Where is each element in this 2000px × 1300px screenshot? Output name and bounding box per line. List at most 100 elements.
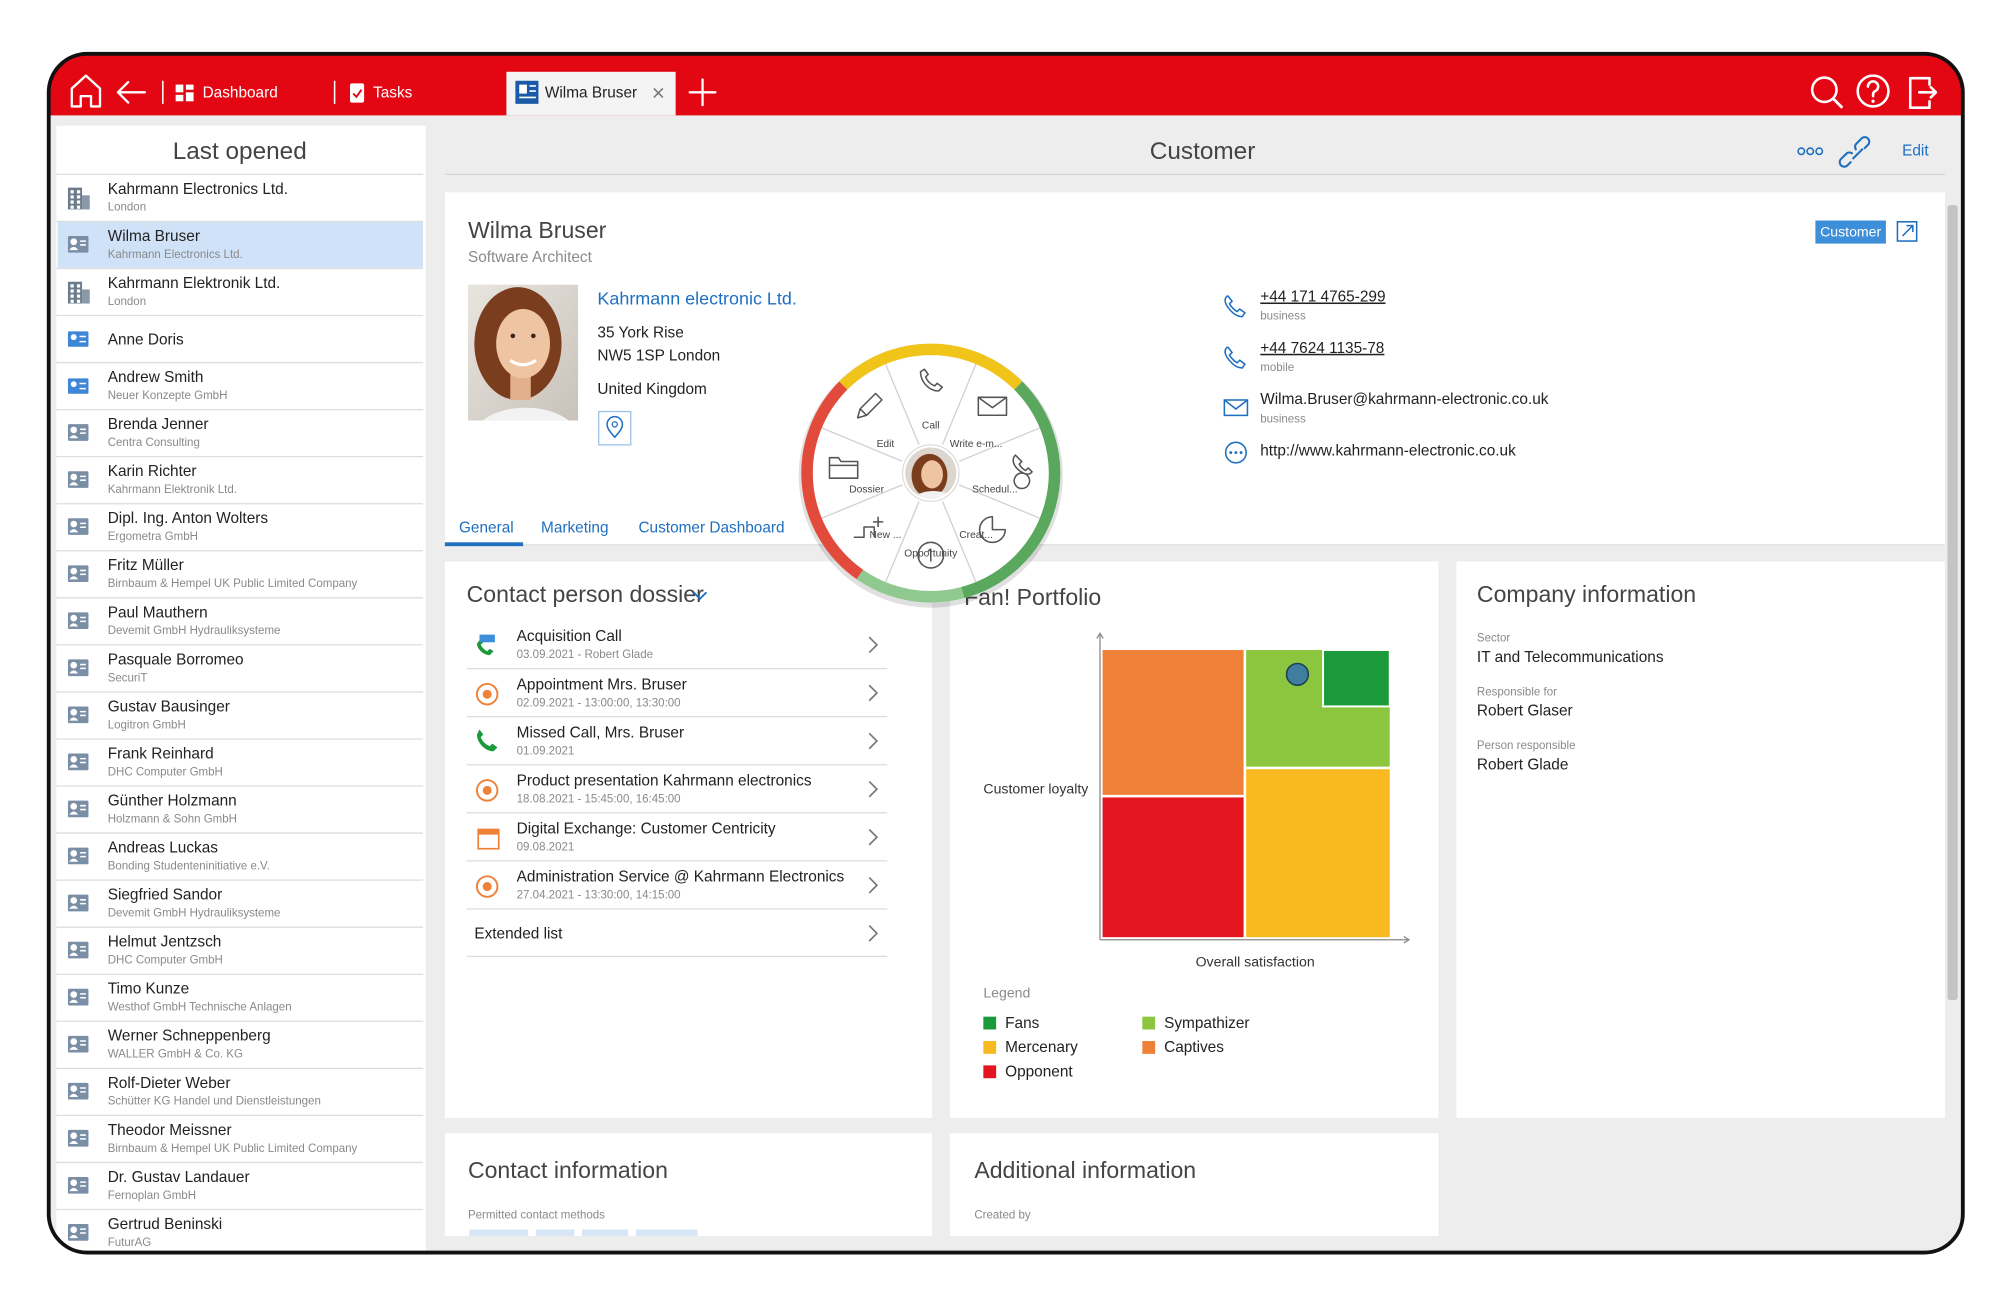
contact-value[interactable]: http://www.kahrmann-electronic.co.uk: [1260, 442, 1516, 459]
recent-item[interactable]: Andreas Luckas Bonding Studenteninitiativ…: [67, 840, 270, 873]
recent-item[interactable]: Pasquale Borromeo SecuriT: [67, 651, 244, 684]
recent-item[interactable]: Fritz Müller Birnbaum & Hempel UK Public …: [67, 557, 358, 590]
company-link[interactable]: Kahrmann electronic Ltd.: [597, 289, 796, 309]
search-button[interactable]: [1810, 76, 1844, 109]
recent-item[interactable]: Wilma Bruser Kahrmann Electronics Ltd.: [57, 222, 424, 268]
menu-action[interactable]: Edit: [856, 392, 895, 450]
recent-item[interactable]: Dr. Gustav Landauer Fernoplan GmbH: [67, 1169, 250, 1202]
link-button[interactable]: [1838, 136, 1871, 168]
active-tab[interactable]: Wilma Bruser: [506, 71, 676, 116]
item-subtitle[interactable]: Westhof GmbH Technische Anlagen: [108, 1002, 292, 1014]
dossier-item[interactable]: Appointment Mrs. Bruser 02.09.2021 - 13:0…: [475, 676, 879, 709]
logout-button[interactable]: [1908, 76, 1938, 109]
recent-item[interactable]: Siegfried Sandor Devemit GmbH Hydrauliksy…: [67, 887, 281, 920]
item-name[interactable]: Dr. Gustav Landauer: [108, 1169, 250, 1186]
contact-row[interactable]: Wilma.Bruser@kahrmann-electronic.co.uk bu…: [1223, 391, 1549, 425]
dossier-item[interactable]: Digital Exchange: Customer Centricity 09.…: [477, 821, 879, 854]
item-subtitle[interactable]: Birnbaum & Hempel UK Public Limited Comp…: [108, 578, 358, 590]
item-name[interactable]: Andrew Smith: [108, 369, 204, 386]
contact-row[interactable]: +44 7624 1135-78 mobile: [1224, 340, 1384, 374]
item-subtitle[interactable]: Schütter KG Handel und Dienstleistungen: [108, 1096, 321, 1108]
edit-button[interactable]: Edit: [1902, 142, 1929, 159]
recent-item[interactable]: Timo Kunze Westhof GmbH Technische Anlage…: [67, 981, 292, 1014]
menu-label[interactable]: Opportunity: [904, 549, 958, 560]
item-name[interactable]: Andreas Luckas: [108, 840, 219, 857]
item-subtitle[interactable]: Centra Consulting: [108, 437, 200, 449]
dossier-item[interactable]: Product presentation Kahrmann electronic…: [475, 772, 879, 805]
home-button[interactable]: [70, 74, 102, 108]
open-external-button[interactable]: [1896, 221, 1918, 242]
dossier-item-title[interactable]: Appointment Mrs. Bruser: [517, 676, 687, 693]
extended-list-link[interactable]: Extended list: [474, 926, 563, 943]
item-name[interactable]: Anne Doris: [108, 331, 184, 348]
menu-action[interactable]: New ...: [853, 516, 902, 541]
dossier-item-title[interactable]: Acquisition Call: [517, 628, 622, 645]
item-name[interactable]: Timo Kunze: [108, 981, 189, 998]
item-name[interactable]: Brenda Jenner: [108, 416, 209, 433]
item-name[interactable]: Wilma Bruser: [108, 228, 200, 245]
item-subtitle[interactable]: WALLER GmbH & Co. KG: [108, 1049, 243, 1061]
item-subtitle[interactable]: Neuer Konzepte GmbH: [108, 390, 228, 402]
dossier-item[interactable]: Missed Call, Mrs. Bruser 01.09.2021: [476, 724, 879, 757]
dossier-item-title[interactable]: Digital Exchange: Customer Centricity: [517, 821, 776, 838]
recent-item[interactable]: Frank Reinhard DHC Computer GmbH: [67, 745, 223, 778]
section-tab[interactable]: General: [459, 519, 514, 536]
item-name[interactable]: Karin Richter: [108, 463, 197, 480]
item-subtitle[interactable]: Devemit GmbH Hydrauliksysteme: [108, 625, 281, 637]
item-name[interactable]: Pasquale Borromeo: [108, 651, 244, 668]
item-subtitle[interactable]: Ergometra GmbH: [108, 531, 198, 543]
recent-item[interactable]: Gustav Bausinger Logitron GmbH: [67, 698, 230, 731]
recent-item[interactable]: Kahrmann Elektronik Ltd. London: [67, 275, 281, 308]
more-button[interactable]: [1797, 147, 1824, 156]
item-subtitle[interactable]: London: [108, 202, 146, 214]
dossier-item[interactable]: Administration Service @ Kahrmann Electr…: [475, 869, 879, 902]
contact-row[interactable]: http://www.kahrmann-electronic.co.uk: [1224, 441, 1516, 464]
item-name[interactable]: Helmut Jentzsch: [108, 934, 222, 951]
dossier-item[interactable]: Acquisition Call 03.09.2021 - Robert Glad…: [476, 628, 879, 661]
item-name[interactable]: Kahrmann Elektronik Ltd.: [108, 275, 281, 292]
item-name[interactable]: Gustav Bausinger: [108, 698, 230, 715]
help-button[interactable]: [1856, 74, 1890, 108]
recent-item[interactable]: Theodor Meissner Birnbaum & Hempel UK Pub…: [67, 1122, 358, 1155]
item-subtitle[interactable]: DHC Computer GmbH: [108, 955, 223, 967]
dashboard-tab[interactable]: Dashboard: [175, 84, 278, 102]
add-tab-button[interactable]: [688, 78, 717, 107]
tab-label[interactable]: Wilma Bruser: [545, 85, 637, 102]
dossier-item-title[interactable]: Missed Call, Mrs. Bruser: [517, 724, 684, 741]
dossier-item-title[interactable]: Administration Service @ Kahrmann Electr…: [517, 869, 845, 886]
item-subtitle[interactable]: Logitron GmbH: [108, 719, 186, 731]
recent-item[interactable]: Günther Holzmann Holzmann & Sohn GmbH: [67, 792, 237, 825]
item-subtitle[interactable]: London: [108, 296, 146, 308]
map-button[interactable]: [598, 410, 632, 446]
tasks-tab[interactable]: Tasks: [350, 83, 413, 103]
item-name[interactable]: Günther Holzmann: [108, 792, 237, 809]
recent-item[interactable]: Helmut Jentzsch DHC Computer GmbH: [67, 934, 223, 967]
menu-action[interactable]: Opportunity: [904, 541, 958, 569]
item-subtitle[interactable]: Kahrmann Electronics Ltd.: [108, 249, 243, 261]
menu-label[interactable]: New ...: [869, 530, 901, 541]
item-name[interactable]: Paul Mauthern: [108, 604, 208, 621]
recent-item[interactable]: Rolf-Dieter Weber Schütter KG Handel und …: [67, 1075, 321, 1108]
menu-action[interactable]: Schedul...: [972, 454, 1033, 495]
contact-value[interactable]: Wilma.Bruser@kahrmann-electronic.co.uk: [1260, 391, 1548, 408]
recent-item[interactable]: Dipl. Ing. Anton Wolters Ergometra GmbH: [67, 510, 269, 543]
menu-action[interactable]: Creat...: [959, 516, 1007, 544]
tab-label[interactable]: Dashboard: [203, 85, 278, 102]
item-subtitle[interactable]: FuturAG: [108, 1237, 152, 1249]
contact-value[interactable]: +44 7624 1135-78: [1260, 340, 1384, 357]
item-subtitle[interactable]: Fernoplan GmbH: [108, 1190, 196, 1202]
section-tab[interactable]: Customer Dashboard: [638, 519, 784, 536]
dossier-item-title[interactable]: Product presentation Kahrmann electronic…: [517, 772, 812, 789]
item-subtitle[interactable]: Birnbaum & Hempel UK Public Limited Comp…: [108, 1143, 358, 1155]
menu-label[interactable]: Write e-m...: [950, 439, 1003, 450]
item-subtitle[interactable]: Kahrmann Elektronik Ltd.: [108, 484, 237, 496]
tab-label[interactable]: Tasks: [373, 85, 413, 102]
item-name[interactable]: Werner Schneppenberg: [108, 1028, 271, 1045]
item-name[interactable]: Dipl. Ing. Anton Wolters: [108, 510, 269, 527]
recent-item[interactable]: Brenda Jenner Centra Consulting: [67, 416, 209, 449]
recent-item[interactable]: Andrew Smith Neuer Konzepte GmbH: [67, 369, 228, 402]
item-name[interactable]: Rolf-Dieter Weber: [108, 1075, 231, 1092]
menu-label[interactable]: Dossier: [849, 484, 884, 495]
menu-action[interactable]: Dossier: [828, 456, 885, 496]
recent-item[interactable]: Anne Doris: [67, 331, 184, 348]
